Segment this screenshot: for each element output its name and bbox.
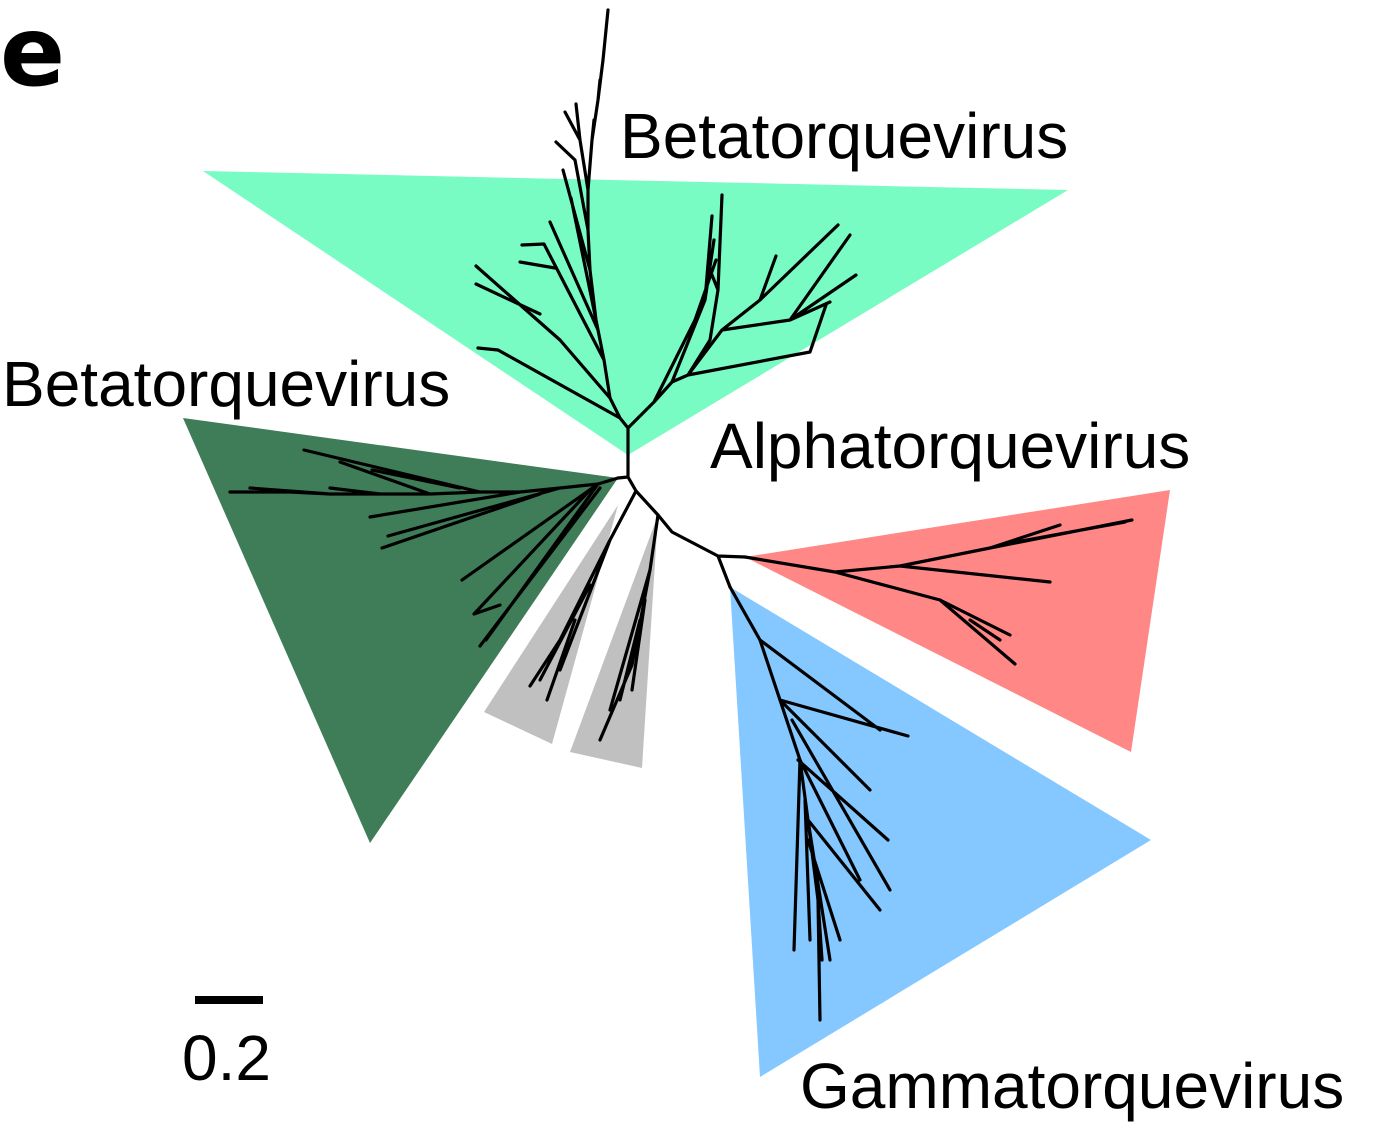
clade-label-betatorquevirus-top: Betatorquevirus bbox=[620, 100, 1068, 172]
clade-triangle-betatorquevirus-top bbox=[203, 171, 1068, 455]
tree-branches-betatorquevirus-top bbox=[474, 8, 858, 457]
tree-branches bbox=[228, 8, 1134, 1022]
tree-branches-alphatorquevirus bbox=[743, 518, 1134, 666]
clade-label-gammatorquevirus: Gammatorquevirus bbox=[800, 1050, 1344, 1122]
clade-triangle-alphatorquevirus bbox=[745, 490, 1170, 752]
scale-bar-label: 0.2 bbox=[182, 1022, 271, 1094]
tree-branches-betatorquevirus-left bbox=[228, 448, 620, 648]
clade-triangle-unlabeled-gray-1 bbox=[484, 505, 618, 744]
clade-triangle-betatorquevirus-left bbox=[183, 418, 618, 843]
clade-label-betatorquevirus-left: Betatorquevirus bbox=[2, 348, 450, 420]
tree-root-branches bbox=[616, 453, 747, 589]
clade-triangle-unlabeled-gray-2 bbox=[570, 515, 658, 768]
tree-branches-gray-2 bbox=[598, 513, 660, 742]
tree-branches-gray-1 bbox=[528, 489, 638, 702]
clade-triangle-gammatorquevirus bbox=[730, 587, 1151, 1077]
clade-label-alphatorquevirus: Alphatorquevirus bbox=[710, 410, 1190, 482]
panel-letter: e bbox=[0, 0, 65, 108]
tree-branches-gammatorquevirus bbox=[728, 585, 910, 1022]
